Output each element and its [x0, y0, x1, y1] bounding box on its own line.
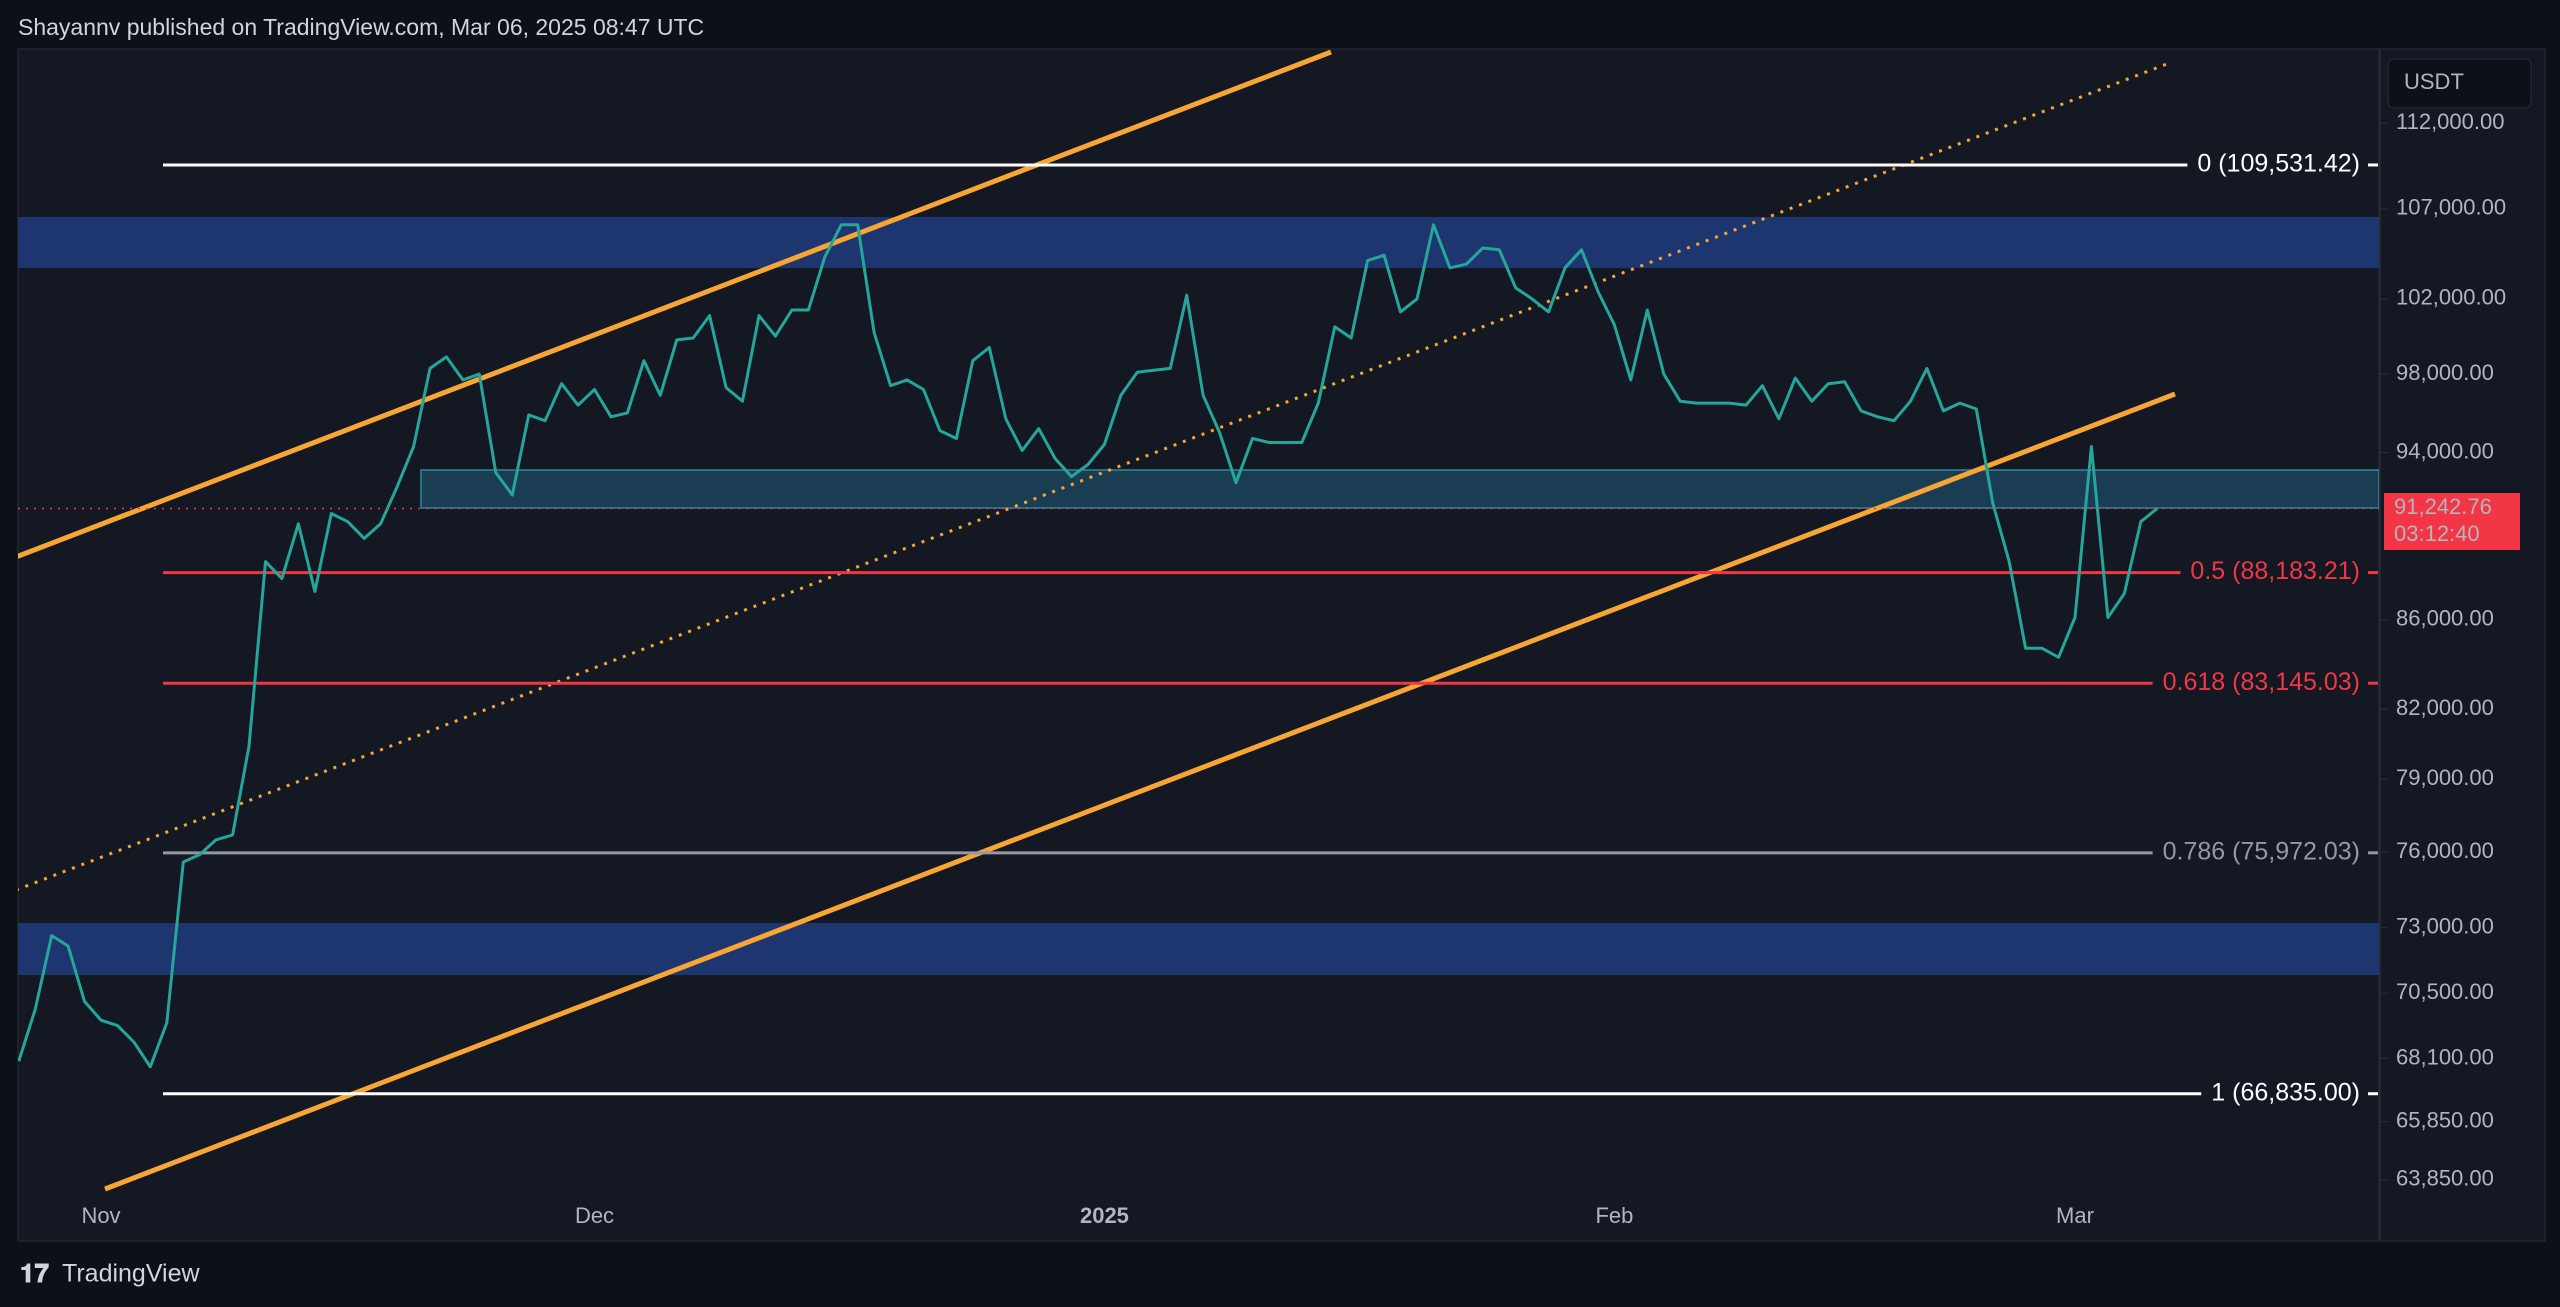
- price-axis: [2379, 48, 2546, 1242]
- y-tick-label: 98,000.00: [2396, 360, 2494, 385]
- fib-label: 0.5 (88,183.21): [2190, 557, 2360, 585]
- x-tick-label: Feb: [1595, 1203, 1633, 1228]
- last-price-box: [2384, 493, 2520, 550]
- fib-label: 1 (66,835.00): [2211, 1078, 2360, 1106]
- channel-lower: [104, 391, 2176, 1192]
- price-line: [18, 223, 2159, 1069]
- y-tick-label: 70,500.00: [2396, 979, 2494, 1004]
- x-tick-label: Nov: [81, 1203, 120, 1228]
- y-tick-label: 73,000.00: [2396, 914, 2494, 939]
- fib-label: 0.786 (75,972.03): [2163, 837, 2360, 865]
- y-tick-label: 82,000.00: [2396, 695, 2494, 720]
- logo-mark: 𝟏𝟕: [20, 1258, 49, 1288]
- x-tick-label: Dec: [575, 1203, 614, 1228]
- y-tick-label: 63,850.00: [2396, 1165, 2494, 1190]
- demand-zone: [18, 923, 2379, 975]
- price-series: [18, 223, 2159, 1069]
- y-tick-label: 65,850.00: [2396, 1107, 2494, 1132]
- fib-levels: 0 (109,531.42) 0.5 (88,183.21) 0.618 (83,1…: [163, 150, 2378, 1106]
- y-tick-label: 68,100.00: [2396, 1044, 2494, 1069]
- y-tick-label: 76,000.00: [2396, 838, 2494, 863]
- fib-label: 0.618 (83,145.03): [2163, 668, 2360, 696]
- x-tick-label: 2025: [1080, 1203, 1129, 1228]
- x-tick-label: Mar: [2056, 1203, 2094, 1228]
- y-tick-label: 86,000.00: [2396, 606, 2494, 631]
- currency-box[interactable]: [2387, 58, 2532, 109]
- drawings: [18, 49, 2379, 1192]
- countdown: 03:12:40: [2394, 521, 2480, 546]
- y-tick-label: 79,000.00: [2396, 765, 2494, 790]
- last-price: 91,242.76: [2394, 494, 2492, 519]
- supply-zone: [18, 217, 2379, 268]
- y-tick-label: 94,000.00: [2396, 438, 2494, 463]
- fib-label: 0 (109,531.42): [2197, 150, 2360, 178]
- support-zone: [420, 469, 2379, 509]
- y-tick-label: 102,000.00: [2396, 285, 2506, 310]
- header: Shayannv published on TradingView.com, M…: [18, 14, 704, 40]
- y-tick-label: 112,000.00: [2396, 109, 2504, 134]
- y-tick-label: 107,000.00: [2396, 195, 2506, 220]
- channel-upper: [18, 49, 1332, 559]
- footer: TradingView: [62, 1260, 201, 1288]
- currency: USDT: [2404, 69, 2464, 94]
